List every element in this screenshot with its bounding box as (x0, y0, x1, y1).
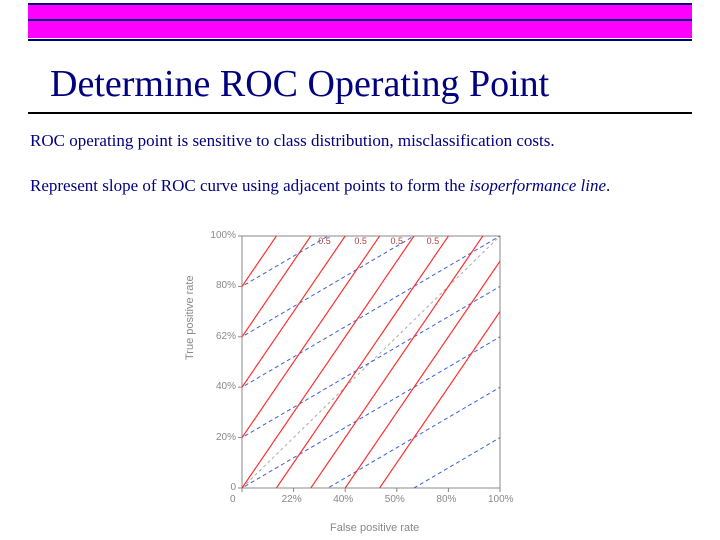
header-line-bot (28, 39, 692, 41)
title-underline (28, 112, 692, 114)
y-tick-label: 62% (216, 331, 236, 342)
paragraph-2c: . (606, 176, 610, 195)
x-axis-label: False positive rate (330, 522, 419, 534)
paragraph-2a: Represent slope of ROC curve using adjac… (30, 176, 470, 195)
x-tick-label: 22% (282, 494, 302, 505)
y-axis-label: True positive rate (184, 275, 196, 360)
header-line-top (28, 3, 692, 5)
header-bar (0, 0, 720, 42)
roc-chart: 0.50.50.50.5 True positive rate False po… (200, 230, 540, 530)
paragraph-1: ROC operating point is sensitive to clas… (30, 130, 690, 151)
x-tick-label: 100% (488, 494, 514, 505)
x-tick-label: 50% (385, 494, 405, 505)
x-tick-label: 80% (436, 494, 456, 505)
y-tick-label: 100% (210, 230, 236, 241)
y-tick-label: 20% (216, 432, 236, 443)
header-line-mid (28, 19, 692, 21)
x-tick-label: 40% (333, 494, 353, 505)
paragraph-2: Represent slope of ROC curve using adjac… (30, 175, 690, 196)
y-tick-label: 80% (216, 280, 236, 291)
svg-text:0.5: 0.5 (354, 236, 367, 246)
header-fill (28, 4, 692, 38)
chart-svg: 0.5 0.5 0.5 0.5 (200, 230, 540, 510)
svg-text:0.5: 0.5 (391, 236, 404, 246)
x-tick-label: 0 (230, 494, 236, 505)
svg-text:0.5: 0.5 (318, 236, 331, 246)
svg-text:0.5: 0.5 (427, 236, 440, 246)
y-tick-label: 40% (216, 381, 236, 392)
page-title: Determine ROC Operating Point (50, 62, 549, 106)
paragraph-2b-italic: isoperformance line (470, 176, 606, 195)
y-tick-label: 0 (230, 482, 236, 493)
